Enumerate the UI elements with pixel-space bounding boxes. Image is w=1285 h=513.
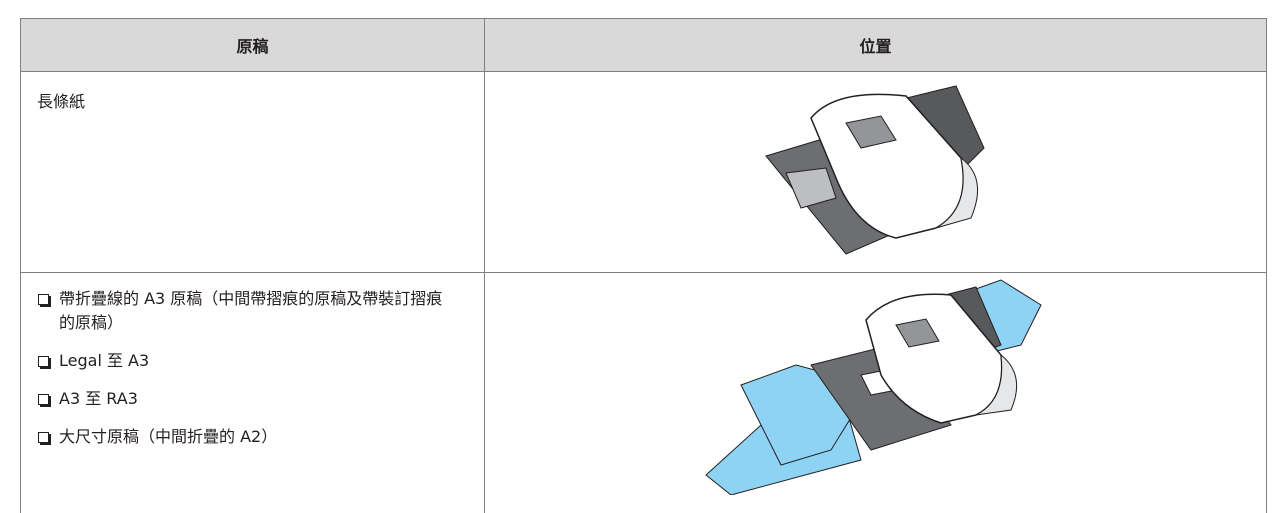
list-item: Legal 至 A3 (37, 349, 449, 373)
checklist: 帶折疊線的 A3 原稿（中間帶摺痕的原稿及帶裝訂摺痕的原稿） Legal 至 A… (21, 273, 484, 449)
list-item: 帶折疊線的 A3 原稿（中間帶摺痕的原稿及帶裝訂摺痕的原稿） (37, 287, 449, 335)
table: 原稿 位置 長條紙 帶折疊線的 A3 原稿（中間帶摺痕的原稿及帶裝訂摺痕的原稿）… (20, 18, 1267, 513)
row: 帶折疊線的 A3 原稿（中間帶摺痕的原稿及帶裝訂摺痕的原稿） Legal 至 A… (21, 273, 1267, 513)
table-wrap: 原稿 位置 長條紙 帶折疊線的 A3 原稿（中間帶摺痕的原稿及帶裝訂摺痕的原稿）… (20, 18, 1266, 513)
scanner-illustration (756, 78, 996, 268)
cell (485, 273, 1267, 513)
cell-text: 長條紙 (21, 72, 484, 132)
header-cell: 原稿 (21, 19, 485, 72)
cell: 長條紙 (21, 72, 485, 273)
header-cell: 位置 (485, 19, 1267, 72)
cell (485, 72, 1267, 273)
list-item: A3 至 RA3 (37, 387, 449, 411)
cell: 帶折疊線的 A3 原稿（中間帶摺痕的原稿及帶裝訂摺痕的原稿） Legal 至 A… (21, 273, 485, 513)
scanner-illustration (701, 275, 1051, 495)
list-item: 大尺寸原稿（中間折疊的 A2） (37, 425, 449, 449)
row: 長條紙 (21, 72, 1267, 273)
header-row: 原稿 位置 (21, 19, 1267, 72)
